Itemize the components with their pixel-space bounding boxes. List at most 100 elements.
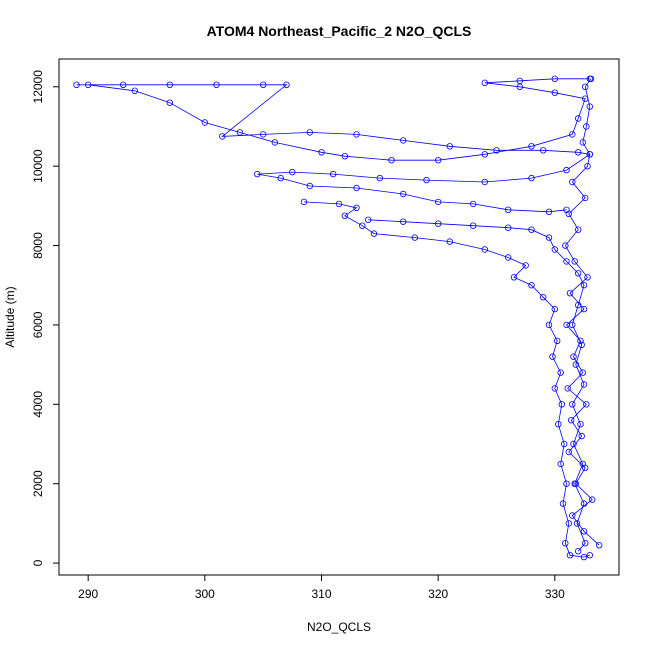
data-point — [306, 129, 313, 136]
data-point — [563, 480, 570, 487]
data-point — [318, 149, 325, 156]
data-point — [481, 178, 488, 186]
data-point — [271, 139, 278, 146]
y-tick-label: 12000 — [31, 70, 45, 104]
data-point — [580, 528, 588, 535]
data-point — [435, 198, 442, 206]
y-tick-label: 4000 — [31, 391, 45, 418]
series-1 — [562, 75, 603, 549]
data-point — [201, 119, 208, 126]
x-tick-label: 320 — [428, 587, 448, 601]
data-point — [213, 81, 220, 88]
data-point — [470, 222, 477, 229]
data-point — [559, 500, 567, 507]
data-point — [435, 156, 442, 164]
data-point — [575, 115, 582, 122]
data-point — [400, 137, 407, 144]
data-point — [582, 83, 589, 90]
data-point — [353, 131, 360, 138]
series-line — [88, 78, 590, 161]
data-point — [481, 79, 488, 86]
data-point — [575, 226, 582, 233]
data-point — [370, 230, 378, 237]
data-point — [551, 89, 558, 96]
data-point — [586, 103, 593, 110]
data-point — [566, 290, 574, 297]
data-point — [584, 274, 591, 281]
data-point — [540, 147, 547, 154]
data-point — [335, 200, 343, 208]
data-point — [557, 460, 564, 468]
y-tick-label: 2000 — [31, 470, 45, 497]
data-point — [571, 480, 578, 487]
data-point — [566, 552, 574, 559]
x-tick-label: 300 — [195, 587, 215, 601]
data-point — [545, 208, 553, 215]
x-tick-label: 330 — [545, 587, 565, 601]
data-point — [569, 512, 576, 519]
data-point — [572, 361, 579, 368]
data-point — [582, 95, 589, 102]
x-tick-label: 290 — [78, 587, 98, 601]
y-tick-label: 10000 — [31, 149, 45, 183]
data-point — [580, 305, 588, 313]
data-point — [400, 218, 407, 225]
data-point — [565, 448, 572, 456]
data-point — [575, 548, 582, 555]
data-point — [505, 206, 512, 213]
data-point — [551, 305, 558, 313]
data-point — [446, 143, 453, 150]
y-axis-label: Altitude (m) — [3, 286, 17, 347]
data-point — [569, 178, 576, 186]
data-point — [558, 401, 565, 408]
data-point — [470, 200, 477, 208]
data-point — [596, 542, 603, 549]
data-point — [306, 182, 313, 190]
data-point — [435, 220, 442, 227]
data-point — [570, 353, 577, 360]
data-point — [563, 166, 570, 174]
series-layer — [73, 75, 603, 561]
data-point — [283, 81, 290, 88]
data-point — [575, 301, 582, 309]
data-point — [540, 294, 547, 301]
data-point — [400, 190, 407, 198]
data-point — [219, 133, 226, 140]
data-point — [568, 417, 575, 424]
data-point — [481, 151, 488, 158]
chart-title: ATOM4 Northeast_Pacific_2 N2O_QCLS — [207, 23, 472, 39]
data-point — [569, 131, 576, 138]
series-4 — [300, 198, 593, 561]
data-point — [260, 131, 267, 138]
data-point — [505, 224, 512, 231]
data-point — [549, 353, 556, 360]
data-point — [522, 262, 529, 269]
data-point — [586, 75, 593, 82]
data-point — [561, 440, 568, 448]
data-point — [131, 87, 138, 94]
x-axis-label: N2O_QCLS — [307, 620, 371, 634]
data-point — [551, 385, 558, 392]
data-point — [528, 143, 535, 150]
data-point — [516, 83, 523, 90]
series-5 — [365, 216, 589, 555]
data-point — [505, 254, 512, 261]
data-point — [365, 216, 372, 223]
data-point — [554, 337, 561, 344]
data-point — [555, 421, 562, 428]
data-point — [528, 174, 535, 182]
data-point — [388, 156, 395, 164]
data-point — [551, 246, 558, 253]
data-point — [563, 206, 570, 213]
data-point — [341, 152, 348, 160]
data-point — [528, 282, 535, 289]
data-point — [516, 77, 523, 84]
x-tick-label: 310 — [311, 587, 331, 601]
y-tick-label: 8000 — [31, 232, 45, 259]
data-point — [446, 238, 453, 245]
data-point — [341, 212, 348, 219]
data-point — [578, 432, 585, 440]
data-point — [583, 401, 590, 408]
data-point — [573, 520, 581, 527]
